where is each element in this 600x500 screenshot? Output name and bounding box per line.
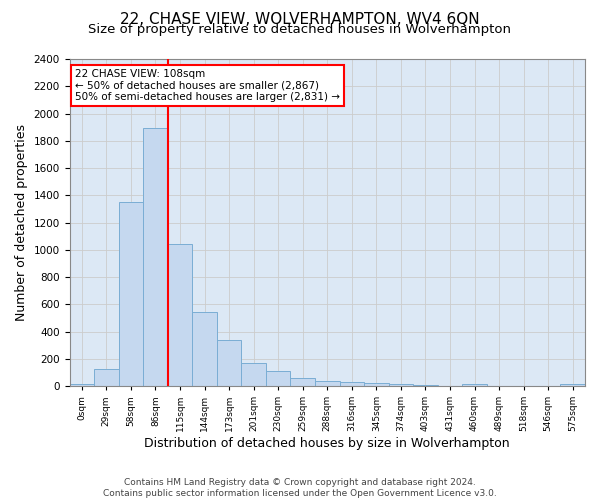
Bar bbox=[364, 383, 389, 386]
Bar bbox=[315, 381, 340, 386]
Bar bbox=[217, 340, 241, 386]
Text: 22, CHASE VIEW, WOLVERHAMPTON, WV4 6QN: 22, CHASE VIEW, WOLVERHAMPTON, WV4 6QN bbox=[120, 12, 480, 28]
Bar bbox=[290, 378, 315, 386]
Bar bbox=[119, 202, 143, 386]
Bar bbox=[266, 372, 290, 386]
Bar bbox=[241, 363, 266, 386]
Bar bbox=[413, 384, 438, 386]
Title: 22, CHASE VIEW, WOLVERHAMPTON, WV4 6QN
Size of property relative to detached hou: 22, CHASE VIEW, WOLVERHAMPTON, WV4 6QN S… bbox=[0, 499, 1, 500]
Bar bbox=[94, 369, 119, 386]
Bar bbox=[462, 384, 487, 386]
Text: 22 CHASE VIEW: 108sqm
← 50% of detached houses are smaller (2,867)
50% of semi-d: 22 CHASE VIEW: 108sqm ← 50% of detached … bbox=[74, 69, 340, 102]
Bar bbox=[389, 384, 413, 386]
Bar bbox=[143, 128, 168, 386]
Bar bbox=[192, 312, 217, 386]
Bar bbox=[560, 384, 585, 386]
Bar bbox=[168, 244, 192, 386]
Text: Size of property relative to detached houses in Wolverhampton: Size of property relative to detached ho… bbox=[89, 22, 511, 36]
X-axis label: Distribution of detached houses by size in Wolverhampton: Distribution of detached houses by size … bbox=[145, 437, 510, 450]
Y-axis label: Number of detached properties: Number of detached properties bbox=[15, 124, 28, 321]
Bar bbox=[70, 384, 94, 386]
Bar bbox=[340, 382, 364, 386]
Text: Contains HM Land Registry data © Crown copyright and database right 2024.
Contai: Contains HM Land Registry data © Crown c… bbox=[103, 478, 497, 498]
